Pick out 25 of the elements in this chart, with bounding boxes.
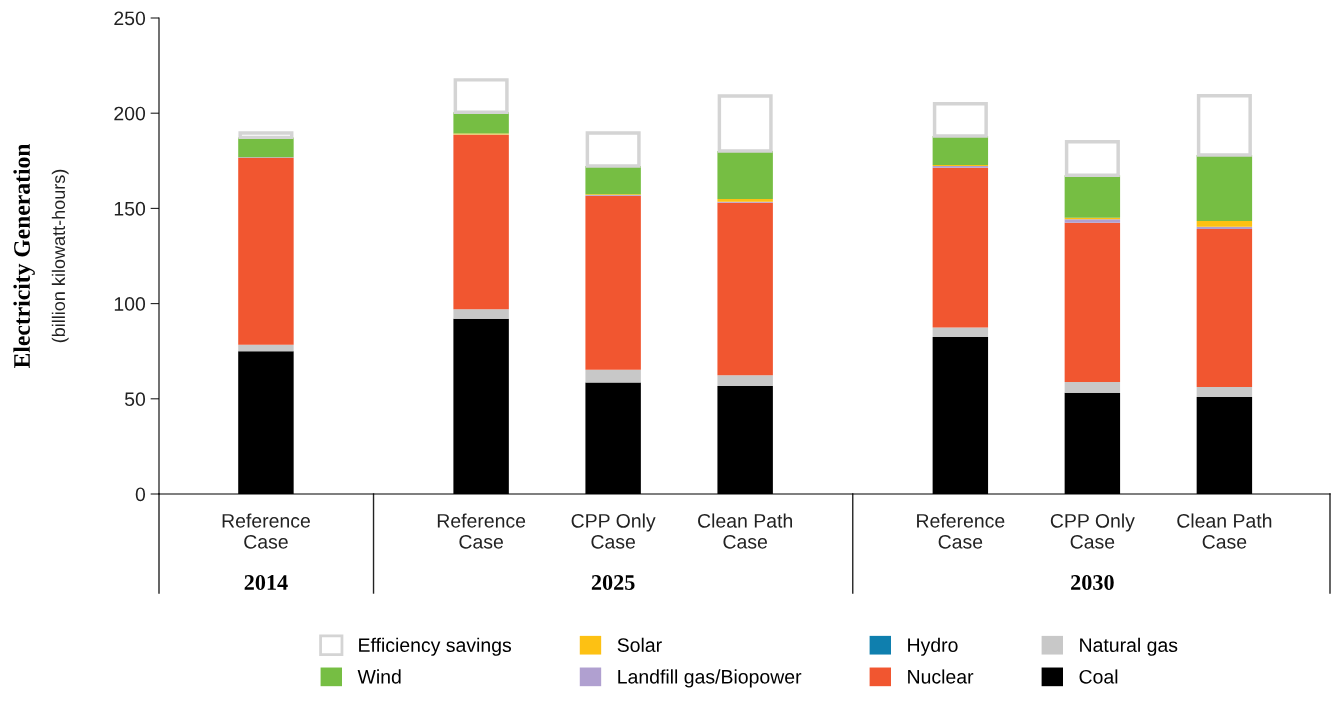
legend-label: Hydro bbox=[908, 637, 958, 656]
x-tick-label: Clean Path Case bbox=[698, 513, 792, 549]
x-tick-label: CPP Only Case bbox=[1050, 513, 1135, 549]
text: 2014 bbox=[244, 575, 288, 590]
y-tick-label: 0 bbox=[135, 487, 146, 502]
y-tick-label: 50 bbox=[124, 392, 146, 407]
text: 2025 bbox=[591, 575, 635, 590]
legend-label: Landfill gas/Biopower bbox=[618, 669, 802, 688]
y-axis-title: Electricity Generation (billion kilowatt-hours) bbox=[13, 143, 69, 369]
legend-label: Efficiency savings bbox=[359, 637, 512, 656]
x-tick-label: Clean Path Case bbox=[1177, 513, 1272, 549]
x-tick-label: Reference Case bbox=[222, 513, 310, 549]
y-tick-label: 200 bbox=[114, 106, 146, 121]
x-tick-label: CPP Only Case bbox=[571, 513, 656, 549]
text: 2030 bbox=[1071, 575, 1114, 590]
y-tick-label: 150 bbox=[114, 201, 146, 216]
legend-label: Coal bbox=[1079, 669, 1118, 684]
legend-label: Wind bbox=[357, 669, 401, 684]
x-tick-label: Reference Case bbox=[437, 513, 526, 549]
y-tick-label: 250 bbox=[114, 11, 146, 26]
legend-label: Natural gas bbox=[1080, 637, 1178, 656]
x-tick-label: Reference Case bbox=[917, 513, 1005, 549]
legend-label: Solar bbox=[617, 637, 662, 653]
legend-label: Nuclear bbox=[908, 669, 974, 684]
y-tick-label: 100 bbox=[114, 297, 146, 311]
